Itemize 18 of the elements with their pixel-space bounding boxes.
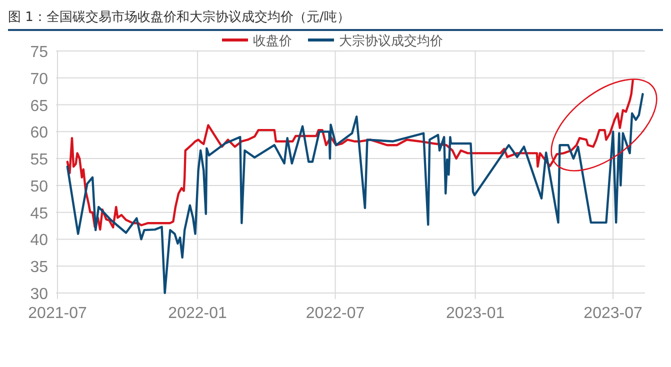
y-tick-label: 40 (30, 232, 48, 250)
x-tick-label: 2023-01 (446, 305, 505, 322)
y-tick-label: 30 (30, 286, 48, 303)
x-tick-label: 2022-07 (306, 305, 365, 322)
chart-title: 图 1：全国碳交易市场收盘价和大宗协议成交均价（元/吨） (8, 9, 350, 25)
y-tick-label: 35 (30, 259, 48, 276)
y-tick-label: 50 (30, 178, 48, 196)
x-tick-label: 2021-07 (28, 305, 87, 322)
legend-label: 大宗协议成交均价 (339, 33, 443, 49)
y-tick-label: 70 (30, 70, 48, 88)
y-tick-label: 60 (30, 124, 48, 142)
y-tick-label: 75 (30, 44, 48, 61)
y-tick-label: 55 (30, 152, 48, 169)
legend-label: 收盘价 (253, 34, 292, 49)
x-tick-label: 2023-07 (584, 305, 642, 322)
x-tick-label: 2022-01 (168, 305, 228, 322)
y-tick-label: 45 (30, 205, 48, 222)
y-tick-label: 65 (30, 98, 48, 115)
